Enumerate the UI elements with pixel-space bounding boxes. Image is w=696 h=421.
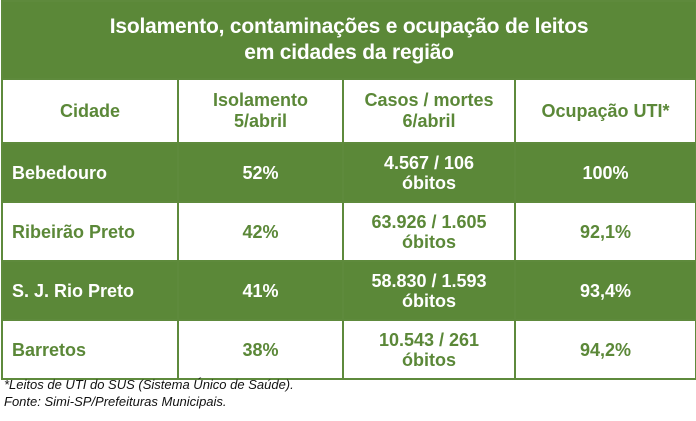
- cell-city: Ribeirão Preto: [1, 201, 179, 262]
- footnote-icu: *Leitos de UTI do SUS (Sistema Único de …: [4, 377, 294, 392]
- header-icu: Ocupação UTI*: [513, 78, 696, 144]
- cell-icu: 100%: [513, 142, 696, 203]
- table-title-line-1: Isolamento, contaminações e ocupação de …: [109, 15, 589, 38]
- cell-cases-value: 58.830 / 1.593: [371, 270, 487, 291]
- footnotes: *Leitos de UTI do SUS (Sistema Único de …: [4, 376, 294, 410]
- cell-cases: 4.567 / 106 óbitos: [342, 142, 516, 203]
- cell-deaths-label: óbitos: [402, 290, 456, 311]
- cell-isolation: 52%: [177, 142, 344, 203]
- table-title: Isolamento, contaminações e ocupação de …: [0, 0, 696, 80]
- header-isolation-line-2: 5/abril: [233, 111, 288, 131]
- header-city-label: Cidade: [59, 100, 120, 121]
- table-row: S. J. Rio Preto 41% 58.830 / 1.593 óbito…: [1, 260, 696, 321]
- header-isolation-line-1: Isolamento: [212, 90, 309, 110]
- cell-cases: 63.926 / 1.605 óbitos: [342, 201, 516, 262]
- cell-deaths-label: óbitos: [402, 172, 456, 193]
- cell-cases-value: 4.567 / 106: [383, 152, 475, 173]
- cell-city: Barretos: [1, 319, 179, 380]
- header-row: Cidade Isolamento 5/abril Casos / mortes…: [1, 78, 696, 144]
- header-cases-line-1: Casos / mortes: [364, 90, 494, 110]
- header-icu-label: Ocupação UTI*: [541, 100, 670, 121]
- header-cases-line-2: 6/abril: [402, 111, 456, 131]
- cell-icu: 94,2%: [513, 319, 696, 380]
- cell-icu: 92,1%: [513, 201, 696, 262]
- cell-isolation: 42%: [177, 201, 344, 262]
- cell-deaths-label: óbitos: [402, 231, 456, 252]
- header-isolation: Isolamento 5/abril: [177, 78, 344, 144]
- cell-cases-value: 10.543 / 261: [378, 329, 480, 350]
- cell-deaths-label: óbitos: [402, 349, 456, 370]
- table-row: Ribeirão Preto 42% 63.926 / 1.605 óbitos…: [1, 201, 696, 262]
- cell-isolation: 41%: [177, 260, 344, 321]
- header-cases: Casos / mortes 6/abril: [342, 78, 516, 144]
- cell-isolation: 38%: [177, 319, 344, 380]
- title-row: Isolamento, contaminações e ocupação de …: [0, 0, 696, 80]
- table-title-line-2: em cidades da região: [244, 41, 454, 64]
- table-row: Barretos 38% 10.543 / 261 óbitos 94,2%: [1, 319, 696, 380]
- cell-city: S. J. Rio Preto: [1, 260, 179, 321]
- cell-cases: 10.543 / 261 óbitos: [342, 319, 516, 380]
- cell-cases: 58.830 / 1.593 óbitos: [342, 260, 516, 321]
- data-table: Isolamento, contaminações e ocupação de …: [0, 0, 696, 380]
- header-city: Cidade: [1, 78, 179, 144]
- cell-city: Bebedouro: [1, 142, 179, 203]
- data-table-container: Isolamento, contaminações e ocupação de …: [0, 0, 696, 380]
- table-row: Bebedouro 52% 4.567 / 106 óbitos 100%: [1, 142, 696, 203]
- footnote-source: Fonte: Simi-SP/Prefeituras Municipais.: [4, 394, 227, 409]
- cell-icu: 93,4%: [513, 260, 696, 321]
- cell-cases-value: 63.926 / 1.605: [371, 211, 487, 232]
